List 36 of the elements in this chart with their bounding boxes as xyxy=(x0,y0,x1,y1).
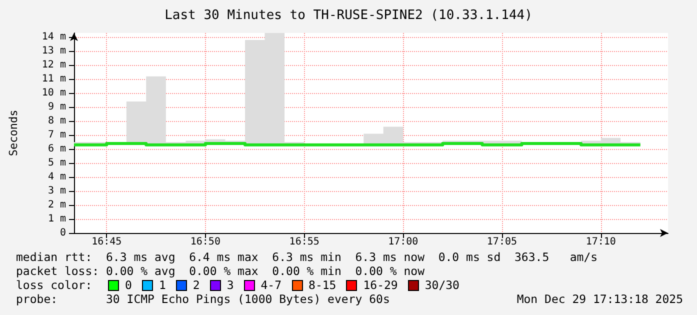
text: Mon Dec 29 17:13:18 2025 xyxy=(516,292,683,306)
text: 0 xyxy=(125,278,132,292)
y-tick-label: 14 m xyxy=(42,32,66,43)
y-axis-title: Seconds xyxy=(7,110,20,156)
y-tick-label: 4 m xyxy=(48,172,66,183)
y-tick-label: 11 m xyxy=(42,74,66,85)
y-tick-label: 7 m xyxy=(48,130,66,141)
x-tick-label: 17:05 xyxy=(486,236,517,248)
text: probe: 30 ICMP Echo Pings (1000 Bytes) every 60s xyxy=(16,292,390,306)
y-tick-label: 2 m xyxy=(48,200,66,211)
x-tick-label: 16:55 xyxy=(289,236,320,248)
text: 2 xyxy=(192,278,200,292)
text: median rtt: 6.3 ms avg 6.4 ms max 6.3 ms min 6.3 ms now 0.0 ms sd 363.5 am/s xyxy=(16,250,599,264)
x-tick-label: 17:00 xyxy=(388,236,418,248)
text: 16-29 xyxy=(363,278,398,292)
text: loss color: xyxy=(16,278,94,292)
text: 4-7 xyxy=(260,278,282,292)
y-tick-label: 3 m xyxy=(48,186,66,197)
text: 3 xyxy=(226,278,234,292)
text: 8-15 xyxy=(308,278,336,292)
x-tick-label: 17:10 xyxy=(586,236,616,248)
y-tick-label: 12 m xyxy=(42,60,66,71)
text: 30/30 xyxy=(424,278,460,292)
y-tick-label: 6 m xyxy=(48,144,66,155)
chart-title: Last 30 Minutes to TH-RUSE-SPINE2 (10.33.1.144) xyxy=(164,8,532,23)
y-tick-label: 5 m xyxy=(48,158,66,169)
text: 1 xyxy=(158,278,166,292)
text: packet loss: 0.00 % avg 0.00 % max 0.00 % min 0.00 % now xyxy=(16,264,426,278)
y-tick-label: 0 xyxy=(60,228,66,238)
y-tick-label: 10 m xyxy=(42,88,66,99)
x-tick-label: 16:45 xyxy=(92,236,122,248)
y-tick-label: 1 m xyxy=(48,214,66,225)
y-tick-label: 8 m xyxy=(48,116,66,127)
y-tick-label: 13 m xyxy=(42,46,66,57)
x-tick-label: 16:50 xyxy=(190,236,220,248)
y-tick-label: 9 m xyxy=(48,102,66,113)
